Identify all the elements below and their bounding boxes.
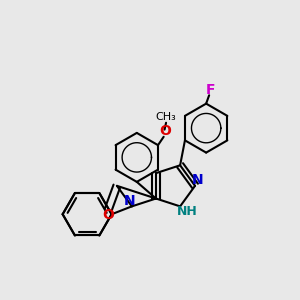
Text: CH₃: CH₃ <box>156 112 176 122</box>
Text: N: N <box>124 194 135 208</box>
Text: O: O <box>102 208 114 222</box>
Text: NH: NH <box>177 205 198 218</box>
Text: F: F <box>206 83 215 97</box>
Text: N: N <box>192 173 203 188</box>
Text: O: O <box>159 124 171 138</box>
